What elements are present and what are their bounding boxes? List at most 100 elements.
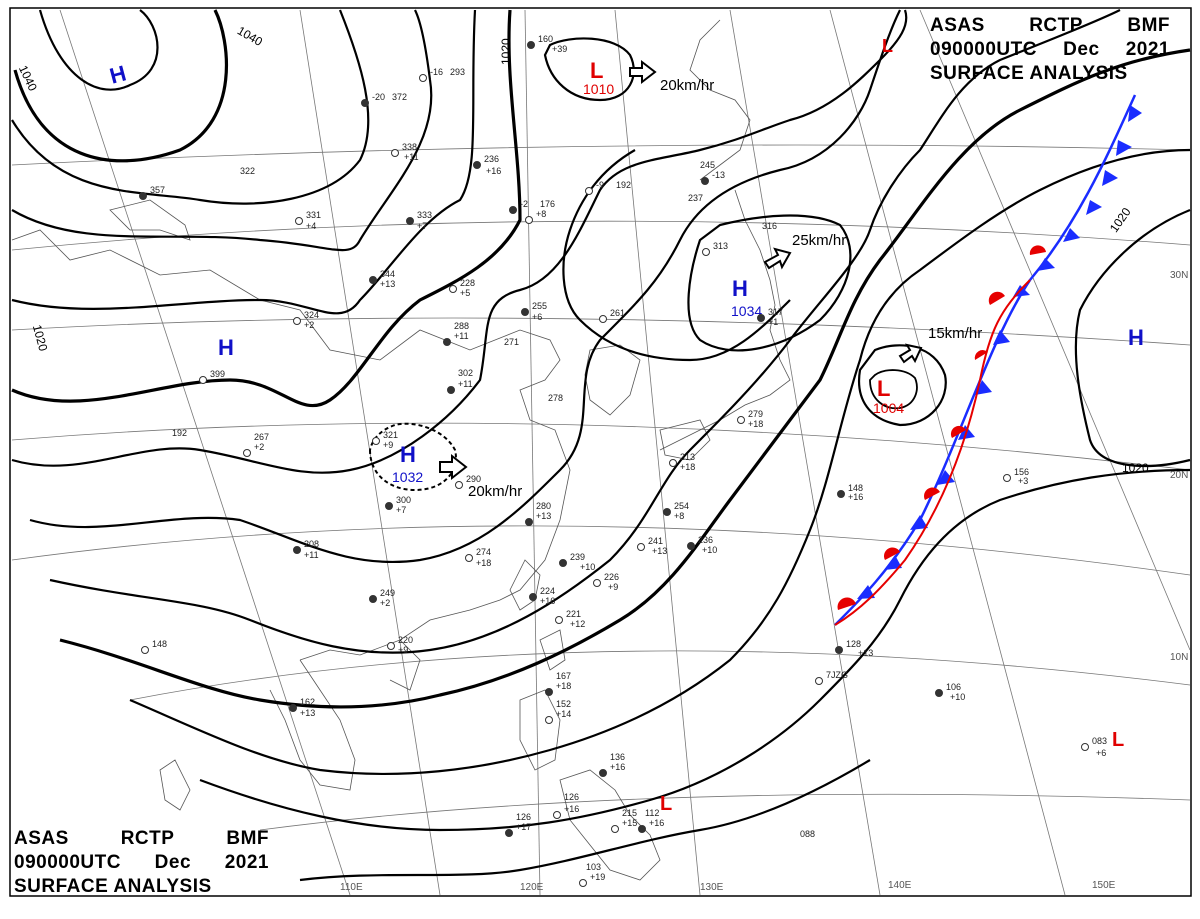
low-center-value: 1010 [583, 81, 614, 97]
station-circle [701, 177, 709, 185]
station-value: 148 [848, 483, 863, 493]
station-value: 237 [688, 193, 703, 203]
station-circle [593, 579, 601, 587]
station-circle [293, 317, 301, 325]
isobars [11, 9, 1191, 882]
station-value: +16 [486, 166, 501, 176]
warm-front-bumps [837, 245, 1046, 610]
station-value: 293 [450, 67, 465, 77]
station-value: 321 [383, 430, 398, 440]
station-value: 088 [800, 829, 815, 839]
station-value: 249 [380, 588, 395, 598]
station-circle [521, 308, 529, 316]
station-value: 290 [466, 474, 481, 484]
station-value: 148 [152, 639, 167, 649]
header-station: RCTP [1029, 15, 1083, 36]
station-circle [702, 248, 710, 256]
high-center-label: H [1128, 325, 1144, 350]
station-circle [638, 825, 646, 833]
station-value: 302 [458, 368, 473, 378]
station-value: 192 [616, 180, 631, 190]
station-value: 112 [645, 808, 659, 818]
station-value: +6 [532, 312, 542, 322]
station-value: +15 [622, 818, 637, 828]
station-circle [199, 376, 207, 384]
station-value: 215 [622, 808, 637, 818]
station-circle [295, 217, 303, 225]
station-value: 245 [700, 160, 715, 170]
header-year: 2021 [1125, 39, 1170, 60]
motion-label: 25km/hr [792, 232, 846, 249]
station-value: +8 [674, 511, 684, 521]
station-value: 160 [538, 34, 553, 44]
header-bottom-left: ASAS RCTP BMF 090000UTC Dec 2021 SURFACE… [14, 827, 269, 899]
station-value: 156 [1014, 467, 1029, 477]
motion-label: 15km/hr [928, 325, 982, 342]
station-circle [243, 449, 251, 457]
header-issuer: BMF [226, 828, 269, 849]
station-value: +16 [610, 762, 625, 772]
lat-label: 10N [1170, 652, 1188, 663]
station-value: 208 [304, 539, 319, 549]
station-circle [293, 546, 301, 554]
station-value: +3 [1018, 476, 1028, 486]
station-value: 317 [768, 307, 783, 317]
station-circle [447, 386, 455, 394]
station-circle [449, 285, 457, 293]
station-value: 333 [417, 210, 432, 220]
station-value: +11 [304, 550, 319, 560]
station-value: +10 [702, 545, 717, 555]
station-value: +18 [680, 462, 695, 472]
station-circle [419, 74, 427, 82]
pressure-centers: H H H 1032 H 1034 H L 1010 L 1004 L L L [107, 36, 1144, 815]
header-top-right: ASAS RCTP BMF 090000UTC Dec 2021 SURFACE… [930, 14, 1170, 86]
station-value: -13 [712, 170, 725, 180]
station-circle [505, 829, 513, 837]
station-circle [525, 216, 533, 224]
station-value: 322 [240, 166, 255, 176]
station-value: 255 [532, 301, 547, 311]
station-value: +9 [608, 582, 618, 592]
station-value: +16 [564, 804, 579, 814]
header-line-2: 090000UTC Dec 2021 [930, 38, 1170, 62]
station-value: +5 [460, 288, 470, 298]
high-center-value: 1032 [392, 469, 423, 485]
station-circle [837, 490, 845, 498]
lon-label: 140E [888, 880, 912, 891]
station-circle [637, 543, 645, 551]
station-value: +13 [652, 546, 667, 556]
station-circle [663, 508, 671, 516]
station-circle [1003, 474, 1011, 482]
station-value: +13 [858, 648, 873, 658]
map-frame [9, 7, 1192, 897]
header-line-1: ASAS RCTP BMF [930, 14, 1170, 38]
header-title: SURFACE ANALYSIS [930, 63, 1128, 84]
station-value: 7JZG [826, 670, 848, 680]
station-value: 221 [566, 609, 581, 619]
station-value: 152 [556, 699, 571, 709]
low-center-value: 1004 [873, 400, 904, 416]
header-month: Dec [1063, 39, 1100, 60]
station-circle [525, 518, 533, 526]
station-value: +16 [848, 492, 863, 502]
station-value: 399 [210, 369, 225, 379]
station-value: -16 [430, 67, 443, 77]
high-center-label: H [732, 276, 748, 301]
station-value: 224 [540, 586, 555, 596]
station-value: 192 [172, 428, 187, 438]
station-value: +2 [380, 598, 390, 608]
motion-arrows [439, 59, 923, 481]
motion-arrow-4 [439, 453, 468, 481]
station-circle [545, 716, 553, 724]
station-value: 162 [300, 697, 315, 707]
station-circle [687, 542, 695, 550]
isobar-label: 1020 [499, 38, 513, 65]
station-value: 357 [150, 185, 165, 195]
header-time: 090000UTC [930, 39, 1037, 60]
station-circle [465, 554, 473, 562]
header-time: 090000UTC [14, 852, 121, 873]
station-circle [527, 41, 535, 49]
station-circle [361, 99, 369, 107]
station-circle [289, 704, 297, 712]
